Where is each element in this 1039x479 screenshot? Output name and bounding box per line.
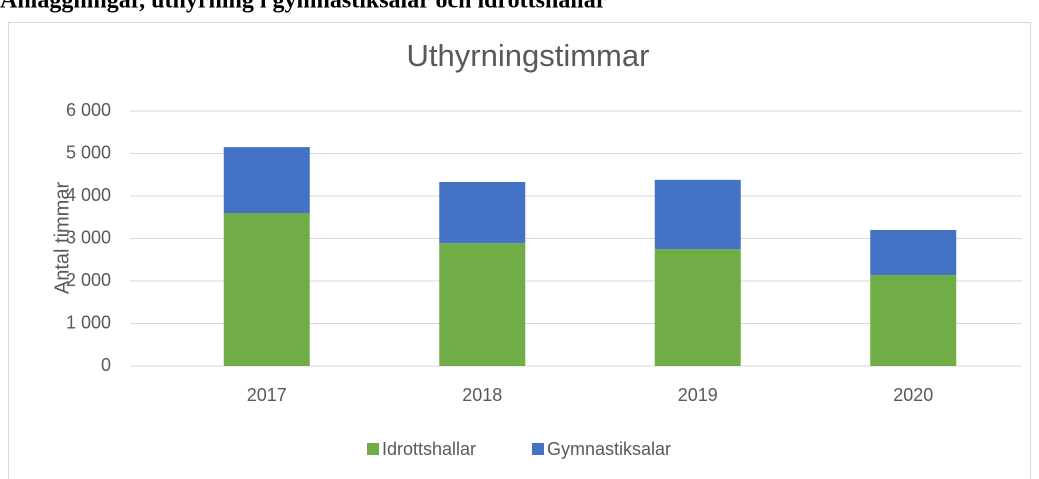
y-axis-label: Antal timmar (51, 182, 73, 295)
legend-swatch (367, 443, 379, 455)
bar-segment (870, 230, 957, 276)
bar-segment (223, 147, 310, 213)
y-tick-label: 5 000 (66, 142, 111, 162)
legend-label: Gymnastiksalar (547, 439, 671, 459)
heading: Anläggningar, uthyrning i gymnastiksalar… (0, 0, 607, 14)
y-tick-label: 1 000 (66, 312, 111, 332)
y-tick-label: 3 000 (66, 227, 111, 247)
y-tick-label: 2 000 (66, 270, 111, 290)
bar-segment (654, 249, 741, 366)
x-tick-label: 2020 (893, 385, 933, 405)
bar-segment (654, 179, 741, 250)
bar-segment (439, 181, 526, 244)
y-tick-label: 6 000 (66, 100, 111, 120)
bar-segment (223, 213, 310, 366)
bar-segment (870, 275, 957, 366)
chart-title: Uthyrningstimmar (407, 38, 650, 73)
bar-segment (439, 243, 526, 366)
x-tick-label: 2019 (678, 385, 718, 405)
legend-label: Idrottshallar (382, 439, 476, 459)
y-tick-label: 4 000 (66, 185, 111, 205)
x-tick-label: 2017 (247, 385, 287, 405)
legend-swatch (532, 443, 544, 455)
x-tick-label: 2018 (462, 385, 502, 405)
y-tick-label: 0 (101, 355, 111, 375)
